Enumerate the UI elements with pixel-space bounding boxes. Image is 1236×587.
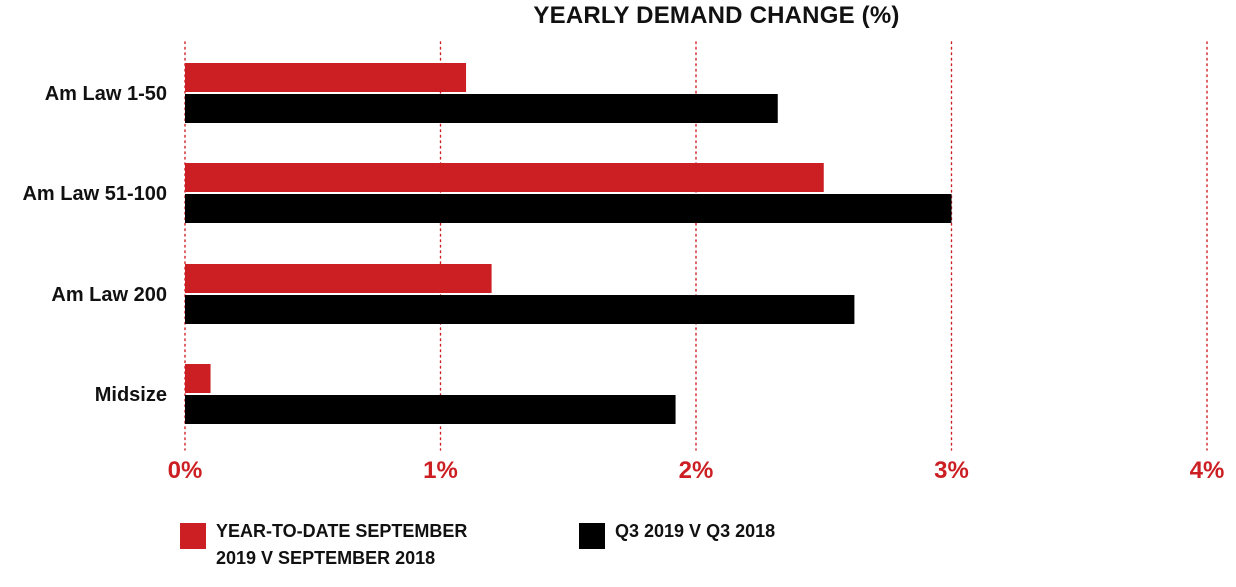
category-label: Midsize <box>95 384 167 406</box>
legend-label-q3: Q3 2019 V Q3 2018 <box>615 521 776 541</box>
bar-ytd <box>185 163 824 192</box>
x-tick-label: 2% <box>679 457 714 484</box>
bars <box>185 63 952 424</box>
category-label: Am Law 200 <box>51 284 167 306</box>
category-label: Am Law 1-50 <box>45 83 167 105</box>
x-tick-label: 3% <box>934 457 969 484</box>
x-tick-label: 4% <box>1190 457 1225 484</box>
x-tick-label: 1% <box>423 457 458 484</box>
category-labels: Am Law 1-50 Am Law 51-100 Am Law 200 Midsiz… <box>22 83 167 406</box>
legend: YEAR-TO-DATE SEPTEMBER 2019 V SEPTEMBER … <box>0 518 1236 578</box>
plot-area: Am Law 1-50 Am Law 51-100 Am Law 200 Midsiz… <box>22 41 1225 484</box>
legend-swatch-q3 <box>579 523 605 549</box>
bar-q3 <box>185 194 952 223</box>
bar-q3 <box>185 395 676 424</box>
legend-item-ytd: YEAR-TO-DATE SEPTEMBER 2019 V SEPTEMBER … <box>180 518 467 572</box>
legend-label-ytd: YEAR-TO-DATE SEPTEMBER 2019 V SEPTEMBER … <box>216 521 468 568</box>
bar-q3 <box>185 295 855 324</box>
bar-ytd <box>185 364 211 393</box>
bar-ytd <box>185 264 492 293</box>
legend-item-q3: Q3 2019 V Q3 2018 <box>579 518 775 549</box>
category-label: Am Law 51-100 <box>22 183 167 205</box>
bar-q3 <box>185 94 778 123</box>
x-tick-label: 0% <box>168 457 203 484</box>
bar-ytd <box>185 63 467 92</box>
x-tick-labels: 0% 1% 2% 3% 4% <box>168 457 1225 484</box>
chart-title: YEARLY DEMAND CHANGE (%) <box>533 2 900 29</box>
legend-swatch-ytd <box>180 523 206 549</box>
